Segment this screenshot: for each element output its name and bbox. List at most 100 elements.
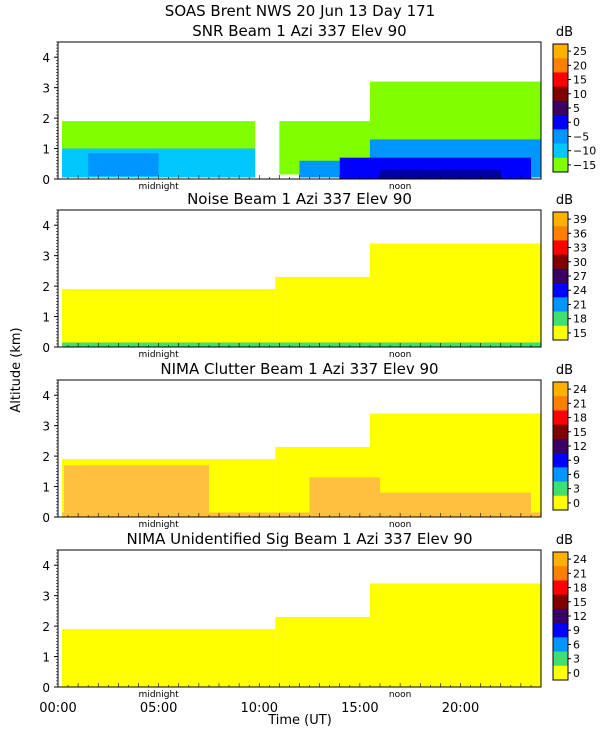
colorbar-swatch xyxy=(553,283,568,298)
y-tick-label: 0 xyxy=(42,341,50,355)
y-tick-label: 0 xyxy=(42,173,50,187)
colorbar-tick-label: 15 xyxy=(573,596,587,609)
y-tick-label: 2 xyxy=(42,280,50,294)
colorbar-tick-label: 24 xyxy=(573,553,587,566)
colorbar-tick-label: 0 xyxy=(573,667,580,680)
colorbar-swatch xyxy=(553,467,568,483)
noon-label: noon xyxy=(389,350,411,360)
colorbar-swatch xyxy=(553,566,568,581)
colorbar-swatch xyxy=(553,665,568,681)
colorbar-swatch xyxy=(553,382,568,397)
bottom-x-tick-labels: 00:00 05:00 10:00 15:00 20:00 xyxy=(39,701,479,716)
y-axis-label: Altitude (km) xyxy=(9,327,24,412)
colorbar-swatch xyxy=(553,297,568,313)
midnight-label: midnight xyxy=(139,690,180,700)
heatmap-cells xyxy=(62,583,541,687)
colorbar-tick-label: 21 xyxy=(573,567,587,580)
colorbar-tick-label: 3 xyxy=(573,483,580,496)
x-tick-label: 15:00 xyxy=(341,701,378,716)
colorbar-tick-label: 6 xyxy=(573,638,580,651)
colorbar-swatch xyxy=(553,637,568,653)
colorbar-swatch xyxy=(553,58,568,73)
figure-title: SOAS Brent NWS 20 Jun 13 Day 171 xyxy=(165,2,435,20)
heatmap-panel: SNR Beam 1 Azi 337 Elev 90 0 1 2 3 4 midnight n… xyxy=(42,22,596,192)
colorbar-swatch xyxy=(553,100,568,116)
colorbar-unit: dB xyxy=(556,363,573,378)
heatmap-region xyxy=(62,289,276,347)
heatmap-region xyxy=(62,342,541,347)
heatmap-region xyxy=(64,465,209,516)
x-tick-label: 00:00 xyxy=(39,701,76,716)
x-tick-label: 20:00 xyxy=(442,701,479,716)
colorbar-tick-label: 39 xyxy=(573,213,587,226)
colorbar-tick-label: 12 xyxy=(573,610,587,623)
colorbar-tick-label: 18 xyxy=(573,582,587,595)
y-tick-label: 1 xyxy=(42,481,50,495)
heatmap-region xyxy=(369,243,541,347)
colorbar-tick-label: 15 xyxy=(573,426,587,439)
colorbar-swatch xyxy=(553,268,568,284)
colorbar-tick-label: 15 xyxy=(573,327,587,340)
colorbar-swatch xyxy=(553,240,568,256)
colorbar-swatch xyxy=(553,157,568,173)
colorbar-swatch xyxy=(553,608,568,624)
colorbar-tick-label: 20 xyxy=(573,59,587,72)
colorbar-tick-label: 15 xyxy=(573,74,587,87)
colorbar-swatch xyxy=(553,481,568,497)
colorbar-swatch xyxy=(553,396,568,411)
colorbar-swatch xyxy=(553,651,568,667)
heatmap-cells xyxy=(62,81,541,179)
colorbar-tick-label: 18 xyxy=(573,313,587,326)
colorbar-tick-label: 5 xyxy=(573,102,580,115)
y-tick-label: 4 xyxy=(42,389,50,403)
colorbar-tick-label: −10 xyxy=(573,145,596,158)
y-tick-label: 1 xyxy=(42,311,50,325)
colorbar-unit: dB xyxy=(556,533,573,548)
colorbar-tick-label: −15 xyxy=(573,159,596,172)
x-axis-label: Time (UT) xyxy=(267,713,332,728)
panel-title: SNR Beam 1 Azi 337 Elev 90 xyxy=(192,22,406,40)
colorbar-tick-label: 21 xyxy=(573,298,587,311)
midnight-label: midnight xyxy=(139,182,180,192)
y-tick-label: 0 xyxy=(42,681,50,695)
colorbar-swatch xyxy=(553,325,568,341)
y-tick-label: 2 xyxy=(42,112,50,126)
y-tick-label: 1 xyxy=(42,143,50,157)
heatmap-cells xyxy=(62,413,541,517)
noon-label: noon xyxy=(389,520,411,530)
colorbar-tick-label: 6 xyxy=(573,468,580,481)
colorbar-tick-label: 27 xyxy=(573,270,587,283)
heatmap-cells xyxy=(62,243,541,347)
colorbar-swatch xyxy=(553,44,568,59)
heatmap-region xyxy=(380,492,531,516)
colorbar-tick-label: 24 xyxy=(573,383,587,396)
colorbar-tick-label: 25 xyxy=(573,45,587,58)
colorbar-tick-label: 30 xyxy=(573,256,587,269)
colorbar-unit: dB xyxy=(556,193,573,208)
y-tick-label: 4 xyxy=(42,51,50,65)
colorbar-swatch xyxy=(553,115,568,130)
midnight-label: midnight xyxy=(139,520,180,530)
colorbar-swatch xyxy=(553,212,568,227)
y-tick-label: 2 xyxy=(42,620,50,634)
colorbar-swatch xyxy=(553,226,568,241)
colorbar-swatch xyxy=(553,552,568,567)
colorbar-swatch xyxy=(553,254,568,270)
y-tick-label: 2 xyxy=(42,450,50,464)
colorbar-swatch xyxy=(553,424,568,440)
colorbar-tick-label: 0 xyxy=(573,497,580,510)
colorbar-swatch xyxy=(553,143,568,159)
heatmap-region xyxy=(88,153,159,176)
y-tick-label: 4 xyxy=(42,559,50,573)
x-tick-label: 05:00 xyxy=(140,701,177,716)
colorbar-tick-label: 0 xyxy=(573,116,580,129)
y-tick-label: 3 xyxy=(42,250,50,264)
colorbar-tick-label: 9 xyxy=(573,454,580,467)
colorbar-swatch xyxy=(553,623,568,638)
noon-label: noon xyxy=(389,690,411,700)
heatmap-region xyxy=(62,629,276,687)
y-tick-label: 3 xyxy=(42,420,50,434)
heatmap-panel: Noise Beam 1 Azi 337 Elev 90 0 1 2 3 4 midnigh… xyxy=(42,190,587,360)
colorbar-swatch xyxy=(553,129,568,145)
